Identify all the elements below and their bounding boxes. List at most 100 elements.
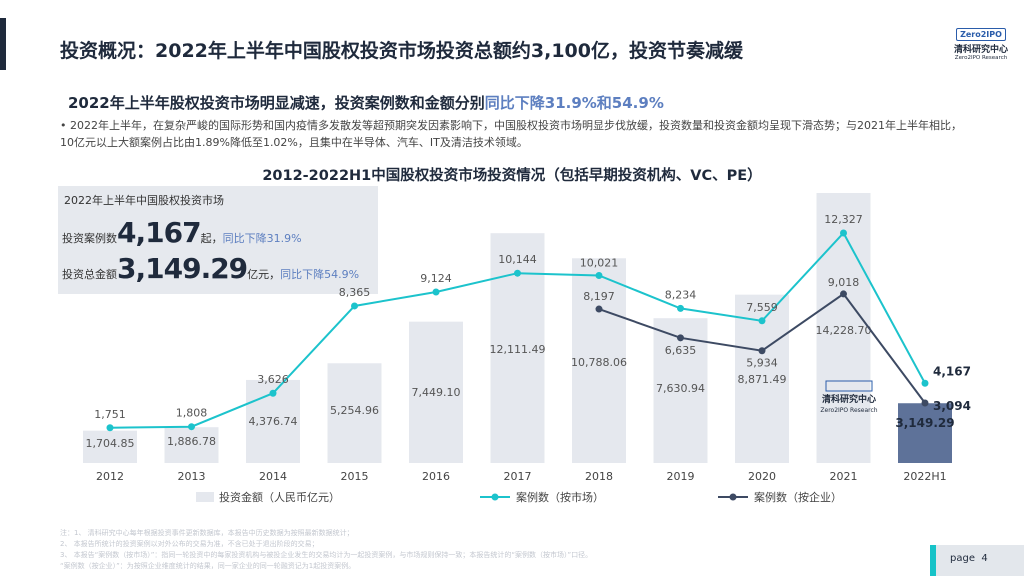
chart-title: 2012-2022H1中国股权投资市场投资情况（包括早期投资机构、VC、PE） (262, 168, 762, 184)
cases-market-label: 12,327 (824, 213, 863, 226)
bar-label: 3,149.29 (895, 416, 954, 430)
stats-amount-row: 投资总金额3,149.29亿元，同比下降54.9% (62, 252, 359, 285)
cases-market-label: 3,626 (257, 373, 289, 386)
cases-market-point (432, 288, 440, 296)
footnote-line: 3、 本报告“案例数（按市场）”：指同一轮投资中的每家投资机构与被投企业发生的交… (60, 551, 593, 559)
x-tick-label: 2017 (504, 470, 532, 483)
bar-2018 (572, 258, 626, 463)
cases-market-label: 10,144 (498, 253, 537, 266)
legend-market-marker (491, 493, 499, 501)
cases-enterprise-label: 3,094 (933, 399, 971, 413)
amount-unit: 亿元， (247, 268, 281, 281)
cases-value: 4,167 (117, 216, 202, 249)
cases-enterprise-point (840, 290, 847, 298)
x-tick-label: 2012 (96, 470, 124, 483)
cases-market-point (677, 304, 684, 312)
bar-label: 1,886.78 (167, 435, 216, 448)
x-tick-label: 2013 (178, 470, 206, 483)
zero2ipo-logo: Zero2IPO 清科研究中心 Zero2IPO Research (950, 22, 1012, 61)
bar-label: 1,704.85 (86, 437, 135, 450)
cases-market-label: 8,234 (665, 288, 697, 301)
x-tick-label: 2019 (667, 470, 695, 483)
cases-label: 投资案例数 (62, 232, 117, 245)
watermark-badge (825, 380, 873, 392)
cases-enterprise-label: 9,018 (828, 276, 860, 289)
x-tick-label: 2021 (830, 470, 858, 483)
cases-enterprise-point (921, 399, 929, 407)
bullet-marker: • (60, 119, 67, 132)
page-footer (930, 545, 1024, 576)
footnote-line: 2、 本报告所统计的投资案例以对外公布的交易为准，不含已处于退出阶段的交易； (60, 540, 319, 548)
amount-change: 同比下降54.9% (280, 268, 360, 281)
bar-2012 (83, 430, 137, 463)
cases-market-point (269, 389, 277, 397)
cases-enterprise-label: 5,934 (746, 357, 778, 370)
x-tick-label: 2014 (259, 470, 287, 483)
bar-label: 14,228.70 (816, 324, 872, 337)
summary-bullet: • 2022年上半年，在复杂严峻的国际形势和国内疫情多发散发等超预期突发因素影响… (60, 117, 970, 151)
cases-market-point (514, 269, 521, 277)
page-indicator: page 4 (950, 553, 988, 564)
cases-market-point (921, 379, 929, 387)
cases-market-point (188, 423, 195, 431)
page-label: page (950, 553, 975, 564)
bar-label: 8,871.49 (738, 373, 787, 386)
legend-enterprise-label: 案例数（按企业） (754, 490, 842, 504)
amount-value: 3,149.29 (117, 252, 248, 285)
stats-panel: 2022年上半年中国股权投资市场 投资案例数4,167起，同比下降31.9% 投… (58, 186, 378, 294)
bullet-text: 2022年上半年，在复杂严峻的国际形势和国内疫情多发散发等超预期突发因素影响下，… (60, 119, 962, 149)
page-title: 投资概况：2022年上半年中国股权投资市场投资总额约3,100亿，投资节奏减缓 (60, 40, 743, 62)
footnote-line: 注：1、 清科研究中心每年根据投资事件更新数据库，本报告中历史数据为按照最新数据… (60, 529, 354, 537)
x-tick-label: 2016 (422, 470, 450, 483)
cases-market-label: 7,559 (746, 301, 778, 314)
cases-enterprise-label: 6,635 (665, 344, 697, 357)
bar-2016 (409, 321, 463, 463)
x-tick-label: 2022H1 (903, 470, 946, 483)
page-number: 4 (981, 553, 988, 564)
x-tick-label: 2018 (585, 470, 613, 483)
subheading-highlight: 同比下降31.9%和54.9% (484, 94, 664, 112)
x-tick-label: 2015 (341, 470, 369, 483)
cases-market-label: 9,124 (420, 272, 452, 285)
bar-2022H1 (898, 403, 952, 463)
bar-label: 10,788.06 (571, 356, 627, 369)
cases-enterprise-point (758, 347, 766, 355)
bar-label: 4,376.74 (249, 415, 298, 428)
cases-market-point (840, 229, 847, 237)
legend-market-label: 案例数（按市场） (516, 490, 604, 504)
logo-cn-text: 清科研究中心 (953, 45, 1008, 55)
cases-enterprise-point (677, 334, 684, 342)
cases-market-label: 1,751 (94, 408, 126, 421)
cases-market-point (351, 302, 358, 310)
amount-label: 投资总金额 (62, 268, 117, 281)
bar-2015 (327, 363, 382, 463)
stats-heading: 2022年上半年中国股权投资市场 (64, 194, 224, 207)
bar-label: 7,449.10 (412, 386, 461, 399)
cases-enterprise-point (595, 305, 603, 313)
bar-2013 (164, 427, 219, 463)
cases-market-label: 8,365 (339, 286, 371, 299)
bar-2021 (816, 193, 871, 463)
left-accent-bar (0, 18, 6, 70)
footnotes: 注：1、 清科研究中心每年根据投资事件更新数据库，本报告中历史数据为按照最新数据… (60, 528, 860, 572)
subheading: 2022年上半年股权投资市场明显减速，投资案例数和金额分别同比下降31.9%和5… (68, 92, 664, 113)
legend-enterprise-marker (729, 493, 737, 501)
cases-enterprise-label: 8,197 (583, 290, 615, 303)
logo-badge: Zero2IPO (956, 28, 1006, 41)
bar-label: 7,630.94 (656, 382, 705, 395)
x-tick-label: 2020 (748, 470, 776, 483)
cases-change: 同比下降31.9% (222, 232, 302, 245)
watermark-en: Zero2IPO Research (820, 407, 877, 414)
bar-label: 5,254.96 (330, 404, 379, 417)
cases-unit: 起， (200, 232, 223, 245)
logo-en-text: Zero2IPO Research (954, 55, 1008, 61)
cases-market-label: 10,021 (580, 256, 619, 269)
cases-market-label: 1,808 (176, 407, 208, 420)
bar-2019 (653, 318, 708, 463)
legend-bar-swatch (196, 492, 214, 502)
cases-market-point (595, 271, 603, 279)
watermark-cn: 清科研究中心 (822, 393, 876, 405)
cases-market-point (106, 424, 114, 432)
bar-label: 12,111.49 (490, 343, 546, 356)
